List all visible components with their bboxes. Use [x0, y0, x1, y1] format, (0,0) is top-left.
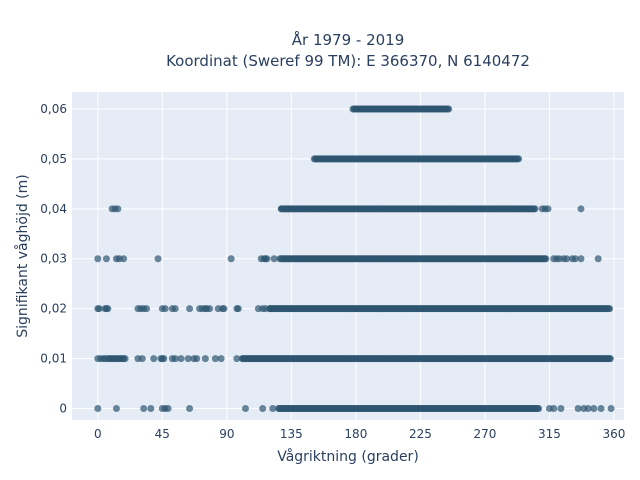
- y-axis-ticks: 0 0,01 0,02 0,03 0,04 0,05 0,06: [40, 102, 67, 416]
- x-tick-label: 225: [409, 427, 432, 441]
- data-point: [227, 255, 235, 263]
- y-tick-label: 0,02: [40, 302, 67, 316]
- x-tick-label: 270: [473, 427, 496, 441]
- x-tick-label: 360: [603, 427, 626, 441]
- data-point: [140, 405, 148, 413]
- data-point: [594, 255, 602, 263]
- data-point: [606, 305, 614, 313]
- data-point: [154, 255, 162, 263]
- data-point: [217, 355, 225, 363]
- x-axis-title: Vågriktning (grader): [277, 448, 419, 465]
- data-point: [269, 405, 277, 413]
- data-point: [276, 255, 284, 263]
- y-axis-title: Signifikant våghöjd (m): [14, 174, 31, 337]
- x-tick-label: 0: [94, 427, 102, 441]
- data-point: [607, 405, 615, 413]
- data-point: [606, 355, 614, 363]
- data-point: [590, 405, 598, 413]
- data-point: [171, 305, 179, 313]
- data-point: [193, 355, 201, 363]
- data-point: [160, 355, 168, 363]
- y-tick-label: 0,04: [40, 202, 67, 216]
- y-tick-label: 0,03: [40, 252, 67, 266]
- data-point: [535, 405, 543, 413]
- x-tick-label: 135: [280, 427, 303, 441]
- data-point: [171, 355, 179, 363]
- data-point: [263, 255, 271, 263]
- data-point: [138, 355, 146, 363]
- x-axis-ticks: 0 45 90 135 180 225 270 315 360: [94, 427, 625, 441]
- data-point: [577, 205, 585, 213]
- data-point: [571, 255, 579, 263]
- x-tick-label: 90: [219, 427, 234, 441]
- y-tick-label: 0,01: [40, 352, 67, 366]
- data-point: [112, 405, 120, 413]
- data-point: [284, 205, 292, 213]
- x-tick-label: 45: [155, 427, 170, 441]
- y-tick-label: 0,05: [40, 152, 67, 166]
- data-point: [104, 305, 112, 313]
- data-point: [95, 305, 103, 313]
- data-point: [259, 405, 267, 413]
- data-point: [186, 305, 194, 313]
- data-point: [186, 405, 194, 413]
- data-point: [563, 255, 571, 263]
- data-point: [233, 355, 241, 363]
- data-point: [211, 355, 219, 363]
- data-point: [234, 305, 242, 313]
- data-point: [515, 155, 523, 163]
- data-point: [544, 205, 552, 213]
- data-point: [150, 355, 158, 363]
- data-point: [184, 355, 192, 363]
- data-point: [114, 205, 122, 213]
- data-point: [531, 205, 539, 213]
- data-point: [277, 405, 285, 413]
- data-point: [147, 405, 155, 413]
- data-point: [220, 305, 228, 313]
- data-point: [201, 355, 209, 363]
- y-tick-label: 0,06: [40, 102, 67, 116]
- data-point: [120, 255, 128, 263]
- x-tick-label: 180: [344, 427, 367, 441]
- data-point: [206, 305, 214, 313]
- data-point: [121, 355, 129, 363]
- data-point: [584, 405, 592, 413]
- y-tick-label: 0: [59, 402, 67, 416]
- data-point: [270, 255, 278, 263]
- data-point: [574, 405, 582, 413]
- data-point: [239, 355, 247, 363]
- data-point: [161, 305, 169, 313]
- chart-title-line-1: År 1979 - 2019: [292, 30, 405, 49]
- x-tick-label: 315: [538, 427, 561, 441]
- data-point: [577, 255, 585, 263]
- data-point: [557, 405, 565, 413]
- data-point: [177, 355, 185, 363]
- data-point: [164, 405, 172, 413]
- data-point: [102, 255, 110, 263]
- data-point: [550, 405, 558, 413]
- data-point: [542, 255, 550, 263]
- data-point: [597, 405, 605, 413]
- data-point: [445, 105, 453, 113]
- chart-title-line-2: Koordinat (Sweref 99 TM): E 366370, N 61…: [166, 52, 530, 70]
- data-point: [143, 305, 151, 313]
- data-point: [94, 405, 102, 413]
- data-point: [241, 405, 249, 413]
- data-markers: [94, 105, 615, 413]
- data-point: [266, 305, 274, 313]
- data-point: [94, 255, 102, 263]
